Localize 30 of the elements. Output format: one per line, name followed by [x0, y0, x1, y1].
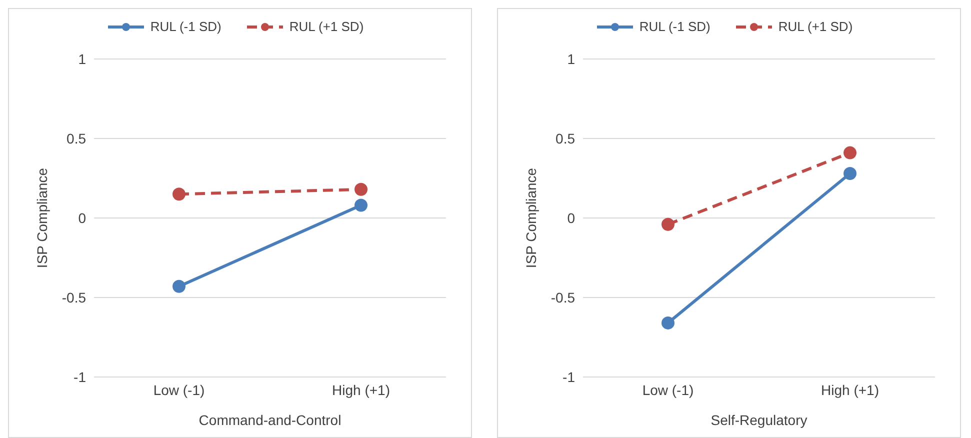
- y-axis-title: ISP Compliance: [522, 168, 539, 268]
- y-axis-title: ISP Compliance: [34, 168, 50, 268]
- point: [354, 182, 368, 196]
- y-tick-label: 0.5: [66, 130, 86, 146]
- legend-label: RUL (+1 SD): [289, 19, 364, 34]
- y-tick-label: 1: [78, 50, 86, 67]
- y-tick-label: -1: [562, 368, 576, 385]
- y-tick-label: -0.5: [62, 289, 86, 306]
- point: [354, 198, 368, 212]
- x-tick-label: Low (-1): [153, 382, 205, 398]
- y-tick-label: -0.5: [550, 289, 576, 306]
- point: [844, 166, 856, 180]
- y-tick-label: 0: [567, 210, 576, 226]
- y-tick-label: 0.5: [556, 130, 576, 146]
- x-tick-label: Low (-1): [642, 382, 694, 398]
- y-tick-label: 0: [78, 210, 86, 226]
- x-tick-label: High (+1): [332, 382, 390, 398]
- legend-label: RUL (-1 SD): [639, 19, 710, 34]
- x-tick-label: High (+1): [821, 382, 879, 398]
- point: [662, 316, 674, 330]
- point: [172, 188, 186, 201]
- y-tick-label: 1: [567, 50, 576, 67]
- x-axis-title: Self-Regulatory: [710, 412, 808, 428]
- y-tick-label: -1: [74, 368, 86, 385]
- point: [172, 280, 186, 293]
- x-axis-title: Command-and-Control: [198, 412, 342, 428]
- legend-label: RUL (+1 SD): [778, 19, 853, 34]
- point: [844, 146, 856, 160]
- point: [662, 218, 674, 231]
- legend-label: RUL (-1 SD): [150, 19, 222, 34]
